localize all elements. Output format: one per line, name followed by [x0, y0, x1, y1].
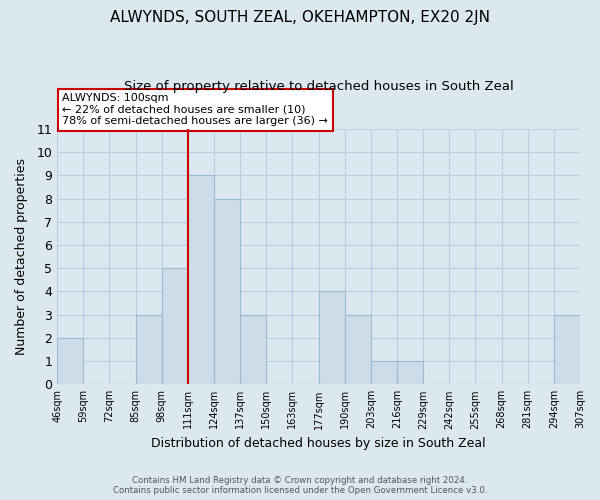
Bar [214, 198, 240, 384]
Bar [240, 314, 266, 384]
Bar [371, 361, 397, 384]
Bar [319, 292, 344, 384]
Text: Contains HM Land Registry data © Crown copyright and database right 2024.
Contai: Contains HM Land Registry data © Crown c… [113, 476, 487, 495]
Text: ALWYNDS: 100sqm
← 22% of detached houses are smaller (10)
78% of semi-detached h: ALWYNDS: 100sqm ← 22% of detached houses… [62, 93, 328, 126]
Bar [136, 314, 161, 384]
Bar [397, 361, 423, 384]
Text: ALWYNDS, SOUTH ZEAL, OKEHAMPTON, EX20 2JN: ALWYNDS, SOUTH ZEAL, OKEHAMPTON, EX20 2J… [110, 10, 490, 25]
Y-axis label: Number of detached properties: Number of detached properties [15, 158, 28, 355]
Bar [57, 338, 83, 384]
Bar [554, 314, 580, 384]
Bar [344, 314, 371, 384]
Bar [188, 176, 214, 384]
Bar [161, 268, 188, 384]
X-axis label: Distribution of detached houses by size in South Zeal: Distribution of detached houses by size … [151, 437, 486, 450]
Title: Size of property relative to detached houses in South Zeal: Size of property relative to detached ho… [124, 80, 514, 93]
